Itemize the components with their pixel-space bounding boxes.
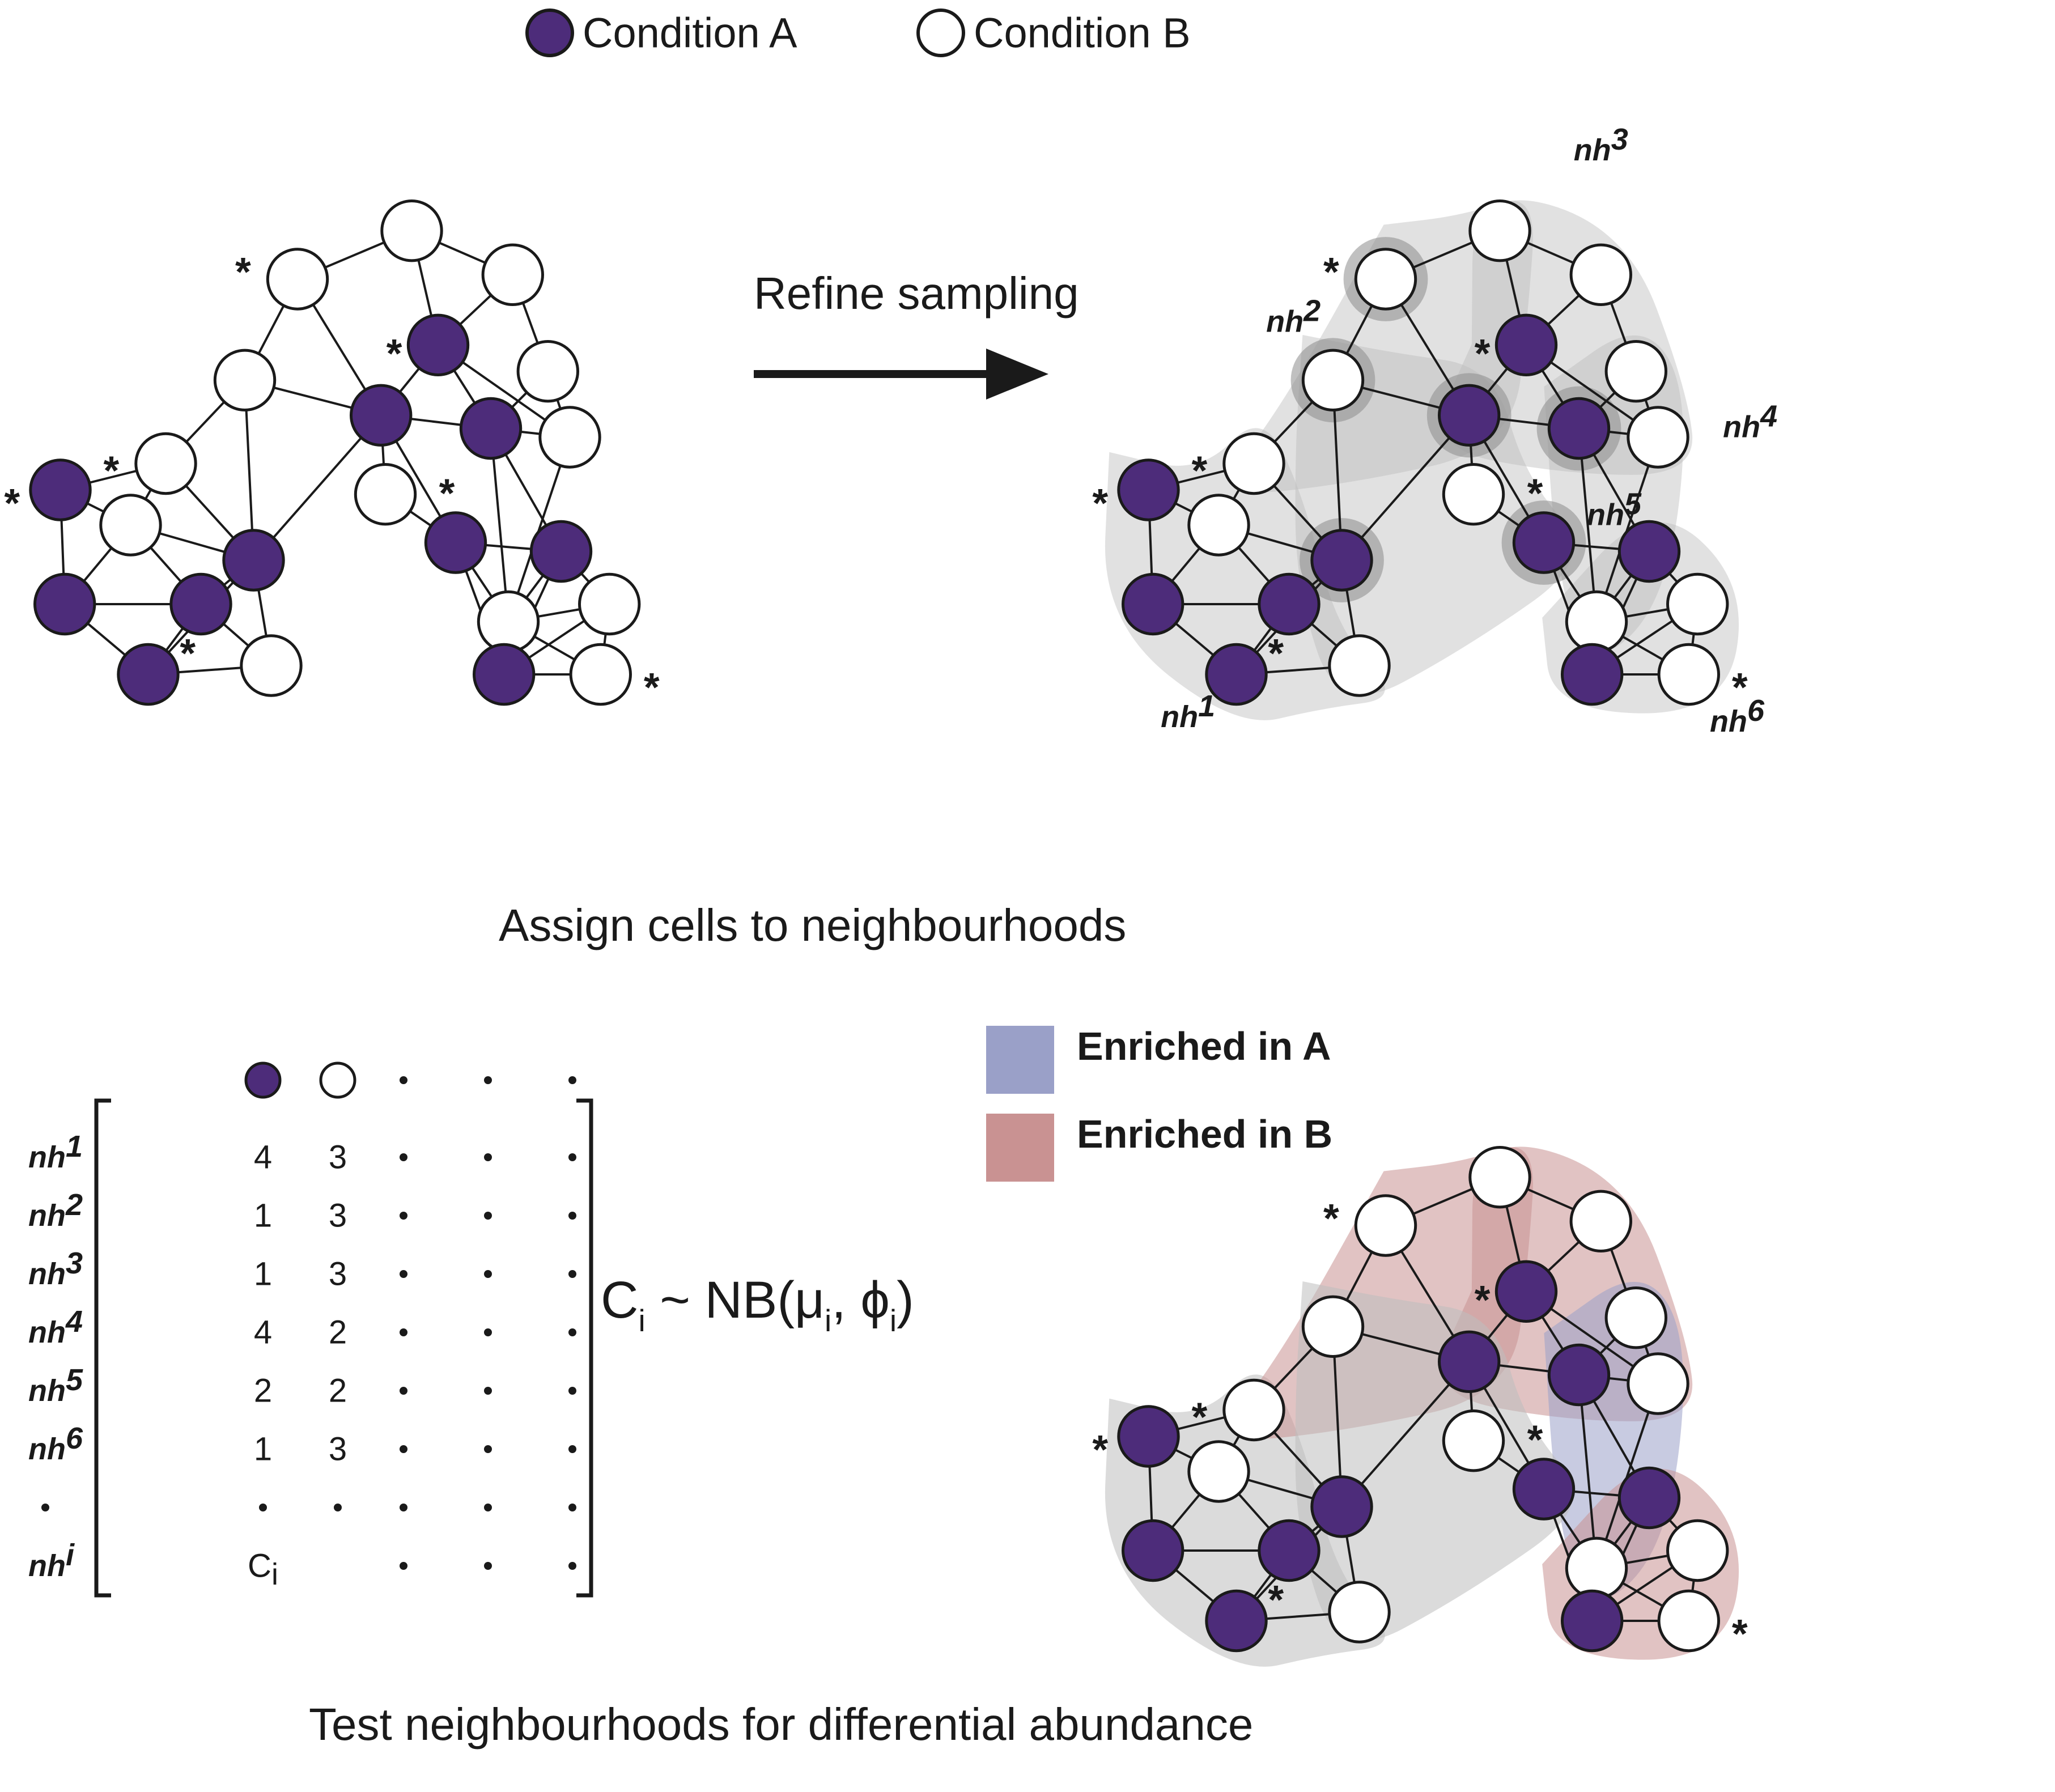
svg-text:*: * (1475, 331, 1491, 376)
svg-text:*: * (1323, 1196, 1339, 1241)
svg-text:*: * (1268, 631, 1284, 676)
svg-text:Condition B: Condition B (974, 10, 1191, 57)
svg-text:nh2: nh2 (1266, 294, 1321, 339)
svg-text:*: * (1268, 1577, 1284, 1623)
svg-text:*: * (1192, 448, 1208, 493)
svg-text:*: * (235, 249, 251, 295)
svg-text:3: 3 (329, 1431, 347, 1468)
svg-text:nh4: nh4 (1723, 400, 1777, 444)
svg-text:4: 4 (254, 1314, 272, 1351)
svg-text:*: * (1475, 1277, 1491, 1323)
svg-text:1: 1 (254, 1256, 272, 1293)
svg-text:*: * (1732, 1611, 1748, 1657)
svg-text:nh1: nh1 (1161, 689, 1215, 734)
svg-text:1: 1 (254, 1198, 272, 1234)
svg-text:Ci: Ci (248, 1548, 278, 1592)
svg-text:Enriched in A: Enriched in A (1077, 1024, 1331, 1068)
svg-text:Enriched in B: Enriched in B (1077, 1112, 1332, 1156)
svg-text:*: * (180, 631, 196, 676)
svg-text:nh1: nh1 (28, 1129, 83, 1174)
svg-text:nh3: nh3 (1574, 122, 1628, 167)
svg-text:*: * (4, 481, 20, 526)
svg-text:*: * (387, 331, 402, 376)
svg-text:*: * (1732, 665, 1748, 710)
svg-text:4: 4 (254, 1139, 272, 1176)
svg-text:3: 3 (329, 1139, 347, 1176)
svg-text:2: 2 (329, 1373, 347, 1409)
svg-text:Ci ~ NB(μi, ϕi): Ci ~ NB(μi, ϕi) (601, 1271, 914, 1338)
svg-text:*: * (1092, 481, 1108, 526)
svg-text:*: * (104, 448, 120, 493)
svg-text:2: 2 (329, 1314, 347, 1351)
svg-text:*: * (1092, 1427, 1108, 1472)
svg-text:*: * (644, 665, 660, 710)
svg-text:nh2: nh2 (28, 1188, 83, 1233)
svg-text:*: * (1527, 471, 1543, 516)
svg-text:nh4: nh4 (28, 1305, 83, 1349)
svg-text:nh3: nh3 (28, 1246, 83, 1291)
svg-text:*: * (1192, 1394, 1208, 1439)
svg-text:nh6: nh6 (28, 1421, 83, 1466)
svg-text:3: 3 (329, 1198, 347, 1234)
svg-text:3: 3 (329, 1256, 347, 1293)
svg-text:1: 1 (254, 1431, 272, 1468)
svg-text:2: 2 (254, 1373, 272, 1409)
svg-text:Condition A: Condition A (583, 10, 797, 57)
svg-text:*: * (439, 471, 455, 516)
svg-text:nhi: nhi (28, 1538, 75, 1583)
svg-text:Test neighbourhoods for differ: Test neighbourhoods for differential abu… (309, 1699, 1253, 1749)
svg-text:Refine sampling: Refine sampling (754, 268, 1079, 319)
svg-text:*: * (1323, 249, 1339, 295)
svg-text:nh5: nh5 (28, 1363, 83, 1408)
svg-text:*: * (1527, 1417, 1543, 1463)
svg-text:Assign cells to neighbourhoods: Assign cells to neighbourhoods (499, 900, 1126, 950)
